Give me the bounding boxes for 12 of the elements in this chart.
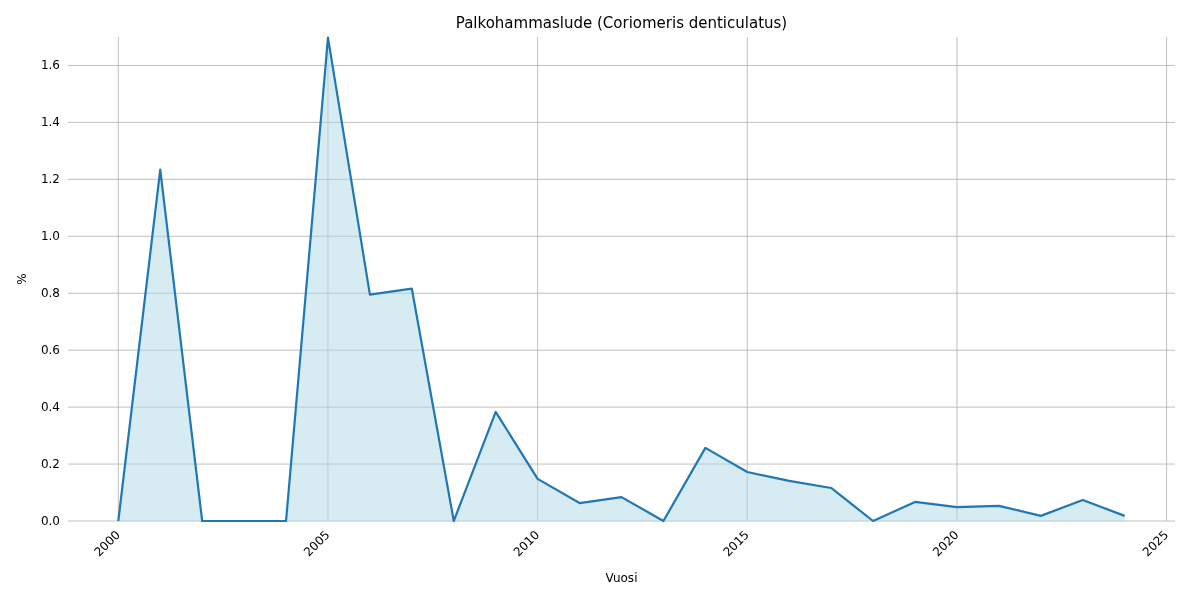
y-tick-label: 0.2 <box>40 456 60 471</box>
y-tick-label: 1.4 <box>40 114 60 129</box>
x-axis-title: Vuosi <box>605 571 638 585</box>
y-tick-label: 1.2 <box>40 171 60 186</box>
y-tick-label: 1.6 <box>40 57 60 72</box>
y-tick-label: 0.0 <box>40 513 60 528</box>
y-axis-title: % <box>15 273 29 285</box>
chart-title: Palkohammaslude (Coriomeris denticulatus) <box>455 14 788 32</box>
y-tick-label: 0.6 <box>40 342 60 357</box>
y-tick-label: 0.8 <box>40 285 60 300</box>
y-tick-label: 1.0 <box>40 228 60 243</box>
y-tick-label: 0.4 <box>40 399 60 414</box>
